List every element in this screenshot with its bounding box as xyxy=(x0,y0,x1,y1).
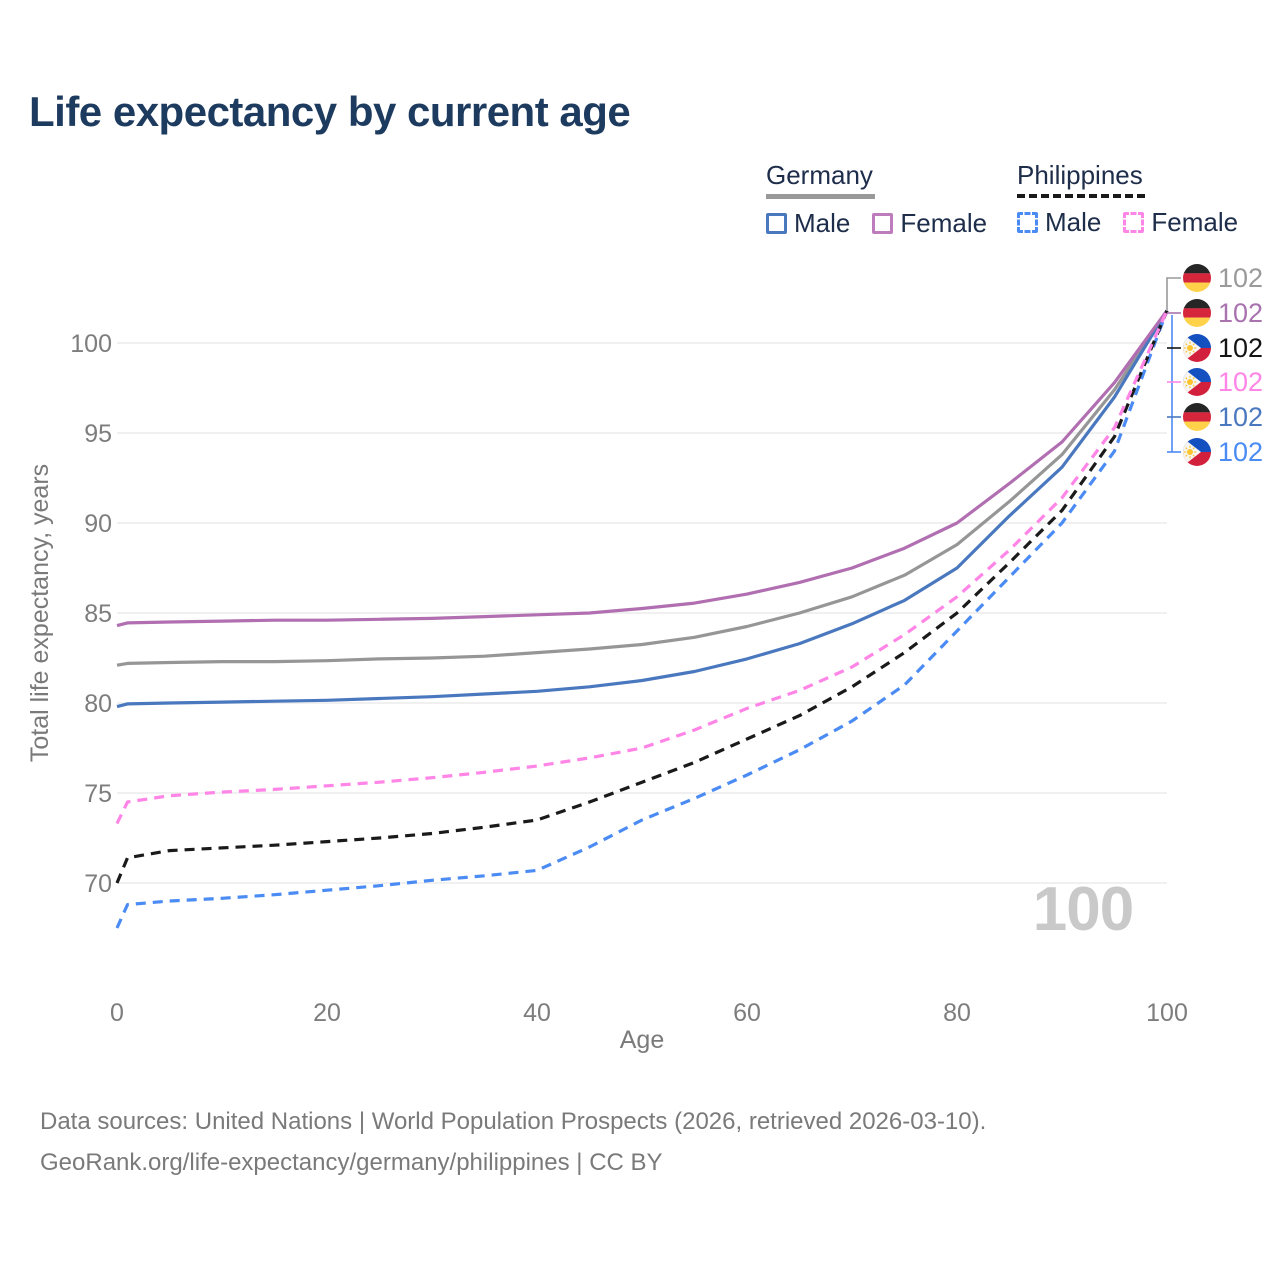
philippines-flag-icon xyxy=(1183,368,1211,396)
footer-data-sources: Data sources: United Nations | World Pop… xyxy=(40,1108,987,1135)
end-label-germany-both-sexes: 102 xyxy=(1183,264,1263,292)
series-line-germany-male xyxy=(116,309,1169,709)
x-axis-title: Age xyxy=(620,1026,664,1054)
series-end-value-label: 102 xyxy=(1218,298,1264,328)
connector-germany-both xyxy=(1166,277,1181,311)
philippines-female-swatch-icon[interactable] xyxy=(1123,212,1145,233)
end-label-connectors xyxy=(1166,277,1181,453)
philippines-flag-icon xyxy=(1183,334,1211,362)
legend-germany-row: Male Female xyxy=(766,208,987,239)
legend-germany-female[interactable]: Female xyxy=(872,208,987,239)
series-end-value-label: 102 xyxy=(1218,367,1264,397)
y-tick-label-95: 95 xyxy=(84,420,112,448)
y-tick-label-70: 70 xyxy=(84,870,112,898)
series-line-germany-female xyxy=(116,309,1169,628)
x-tick-label-20: 20 xyxy=(313,999,341,1027)
legend-germany-male[interactable]: Male xyxy=(766,208,850,239)
germany-male-swatch-icon[interactable] xyxy=(766,213,787,234)
y-tick-label-85: 85 xyxy=(84,600,112,628)
series-end-value-label: 102 xyxy=(1218,263,1264,293)
end-label-philippines-both-sexes: 102 xyxy=(1183,334,1263,362)
legend-philippines-male[interactable]: Male xyxy=(1017,207,1101,238)
end-label-philippines-female: 102 xyxy=(1183,368,1263,396)
age-watermark: 100 xyxy=(1032,875,1134,944)
legend-germany-male-label: Male xyxy=(794,208,851,238)
series-lines xyxy=(115,309,1169,929)
legend-germany-header: Germany xyxy=(766,160,875,199)
series-line-philippines-female xyxy=(115,309,1169,825)
germany-flag-icon xyxy=(1183,403,1211,431)
gridlines xyxy=(117,342,1167,884)
y-tick-label-75: 75 xyxy=(84,780,112,808)
legend-philippines-header: Philippines xyxy=(1017,160,1145,198)
legend-germany-female-label: Female xyxy=(900,208,988,238)
series-line-germany-both-sexes xyxy=(116,309,1169,667)
philippines-male-swatch-icon[interactable] xyxy=(1017,212,1038,233)
series-line-philippines-both-sexes xyxy=(115,309,1169,884)
page-title: Life expectancy by current age xyxy=(29,88,631,135)
series-end-value-label: 102 xyxy=(1218,437,1264,467)
footer-attribution: GeoRank.org/life-expectancy/germany/phil… xyxy=(40,1149,663,1176)
legend-group-germany: Germany Male Female xyxy=(766,160,987,239)
philippines-flag-icon xyxy=(1183,438,1211,466)
x-tick-label-80: 80 xyxy=(943,999,971,1027)
series-end-value-label: 102 xyxy=(1218,333,1264,363)
legend-philippines-male-label: Male xyxy=(1045,207,1102,237)
end-label-germany-female: 102 xyxy=(1183,299,1263,327)
y-axis-title: Total life expectancy, years xyxy=(26,464,54,762)
end-label-germany-male: 102 xyxy=(1183,403,1263,431)
legend-philippines-female-label: Female xyxy=(1151,207,1239,237)
x-tick-label-40: 40 xyxy=(523,999,551,1027)
series-end-value-label: 102 xyxy=(1218,402,1264,432)
y-tick-label-100: 100 xyxy=(70,330,112,358)
axis-ticks: 70 75 80 85 90 95 100 0 20 40 60 80 100 xyxy=(70,330,1188,1027)
legend-philippines-female[interactable]: Female xyxy=(1123,207,1238,238)
end-label-philippines-male: 102 xyxy=(1183,438,1263,466)
germany-flag-icon xyxy=(1183,264,1211,292)
x-tick-label-100: 100 xyxy=(1146,999,1188,1027)
x-tick-label-60: 60 xyxy=(733,999,761,1027)
y-tick-label-90: 90 xyxy=(84,510,112,538)
x-tick-label-0: 0 xyxy=(110,999,124,1027)
germany-female-swatch-icon[interactable] xyxy=(872,213,894,234)
legend-group-philippines: Philippines Male Female xyxy=(1017,160,1238,238)
germany-flag-icon xyxy=(1183,299,1211,327)
y-tick-label-80: 80 xyxy=(84,690,112,718)
legend-philippines-row: Male Female xyxy=(1017,207,1238,238)
